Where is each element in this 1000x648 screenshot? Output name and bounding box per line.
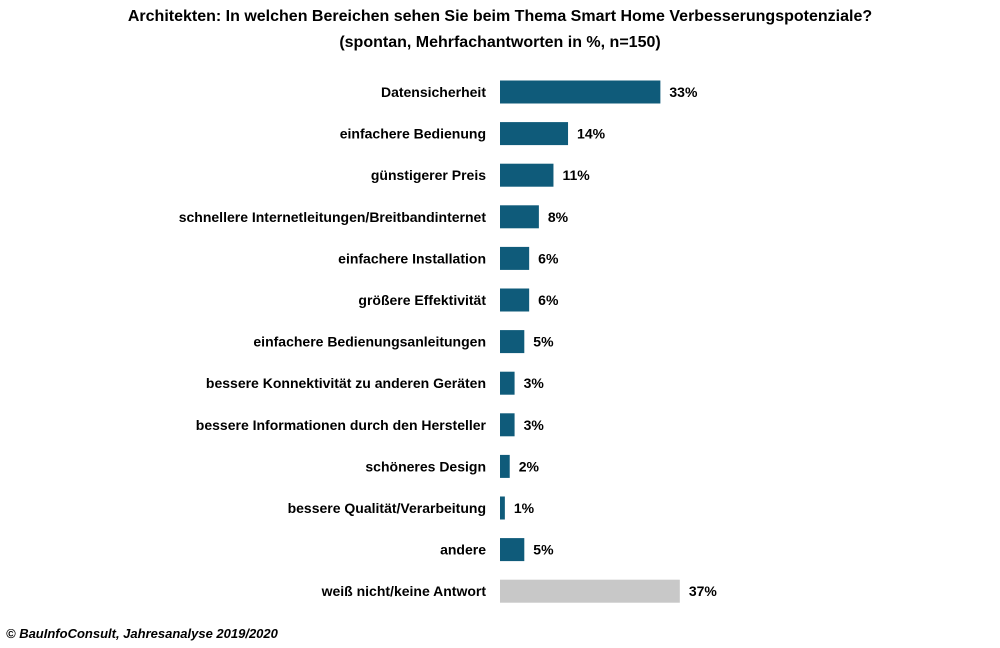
category-label: günstigerer Preis [371, 167, 486, 183]
copyright-footer: © BauInfoConsult, Jahresanalyse 2019/202… [6, 626, 278, 641]
bar [500, 163, 554, 187]
bar [500, 538, 525, 562]
category-label: schöneres Design [365, 458, 486, 474]
category-label: einfachere Bedienungsanleitungen [253, 334, 486, 350]
data-label: 14% [577, 126, 606, 142]
category-label: weiß nicht/keine Antwort [321, 583, 487, 599]
data-label: 8% [548, 209, 569, 225]
bar [500, 330, 525, 354]
bar [500, 122, 569, 146]
category-label: bessere Informationen durch den Herstell… [196, 417, 487, 433]
data-label: 5% [533, 542, 554, 558]
data-label: 6% [538, 292, 559, 308]
category-label: größere Effektivität [358, 292, 486, 308]
category-label: bessere Qualität/Verarbeitung [288, 500, 486, 516]
bar [500, 496, 505, 520]
category-label: einfachere Installation [338, 250, 486, 266]
category-label: schnellere Internetleitungen/Breitbandin… [179, 209, 487, 225]
data-label: 11% [562, 167, 590, 183]
bar [500, 205, 539, 229]
data-label: 3% [524, 417, 545, 433]
bar [500, 288, 530, 312]
category-label: bessere Konnektivität zu anderen Geräten [206, 375, 486, 391]
data-label: 33% [669, 84, 698, 100]
data-label: 5% [533, 334, 554, 350]
bar [500, 80, 661, 104]
bar [500, 454, 510, 478]
category-label: andere [440, 542, 486, 558]
chart-title: Architekten: In welchen Bereichen sehen … [127, 8, 873, 25]
category-label: einfachere Bedienung [340, 126, 486, 142]
bar [500, 371, 515, 395]
data-label: 3% [524, 375, 545, 391]
bar [500, 579, 680, 603]
category-label: Datensicherheit [381, 84, 486, 100]
chart-subtitle: (spontan, Mehrfachantworten in %, n=150) [339, 34, 661, 51]
bar [500, 246, 530, 270]
data-label: 2% [519, 458, 540, 474]
data-label: 6% [538, 250, 559, 266]
data-label: 37% [689, 583, 718, 599]
data-label: 1% [514, 500, 535, 516]
bar [500, 413, 515, 437]
